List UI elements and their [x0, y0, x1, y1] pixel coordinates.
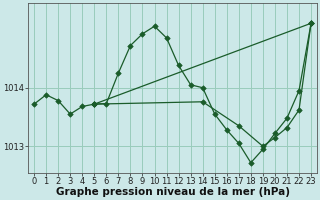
- X-axis label: Graphe pression niveau de la mer (hPa): Graphe pression niveau de la mer (hPa): [56, 187, 290, 197]
